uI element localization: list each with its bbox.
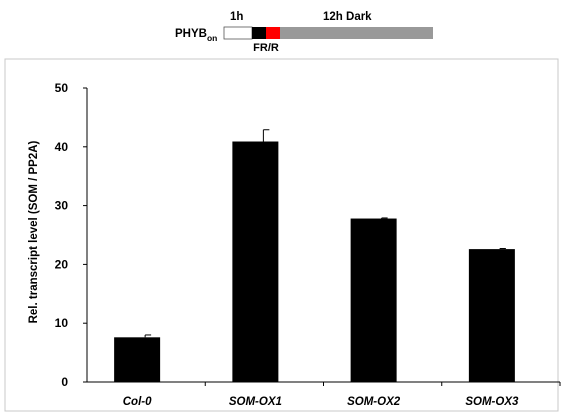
bars <box>114 129 515 382</box>
x-tick-label: Col-0 <box>123 396 152 408</box>
x-tick-label: SOM-OX1 <box>229 396 282 408</box>
red-segment <box>266 27 280 39</box>
y-tick-label: 0 <box>61 375 68 389</box>
ticks: 0 10 20 30 40 50 Col-0 SOM-OX1 SOM-OX2 SOM-OX3 <box>55 81 561 408</box>
bar <box>468 249 515 382</box>
y-tick-label: 10 <box>55 316 69 330</box>
light-schedule-schematic: PHYBon 1h 12h Dark FR/R <box>175 11 433 54</box>
chart-frame <box>4 58 559 412</box>
dark-duration-label: 12h Dark <box>323 11 372 23</box>
dark-segment <box>280 27 433 39</box>
far-red-segment <box>252 27 266 39</box>
y-tick-label: 20 <box>55 257 69 271</box>
y-tick-label: 40 <box>55 140 69 154</box>
y-axis-title: Rel. transcript level (SOM / PP2A) <box>28 140 40 323</box>
schematic-label: PHYBon <box>175 28 217 43</box>
x-tick-label: SOM-OX2 <box>347 396 401 408</box>
bar <box>114 337 161 382</box>
pulse-label: FR/R <box>253 42 279 54</box>
y-tick-label: 30 <box>55 199 69 213</box>
y-tick-label: 50 <box>55 81 69 95</box>
light-duration-label: 1h <box>230 11 243 23</box>
x-tick-label: SOM-OX3 <box>465 396 519 408</box>
bar <box>232 141 279 382</box>
light-segment <box>223 26 253 40</box>
bar <box>350 218 397 382</box>
